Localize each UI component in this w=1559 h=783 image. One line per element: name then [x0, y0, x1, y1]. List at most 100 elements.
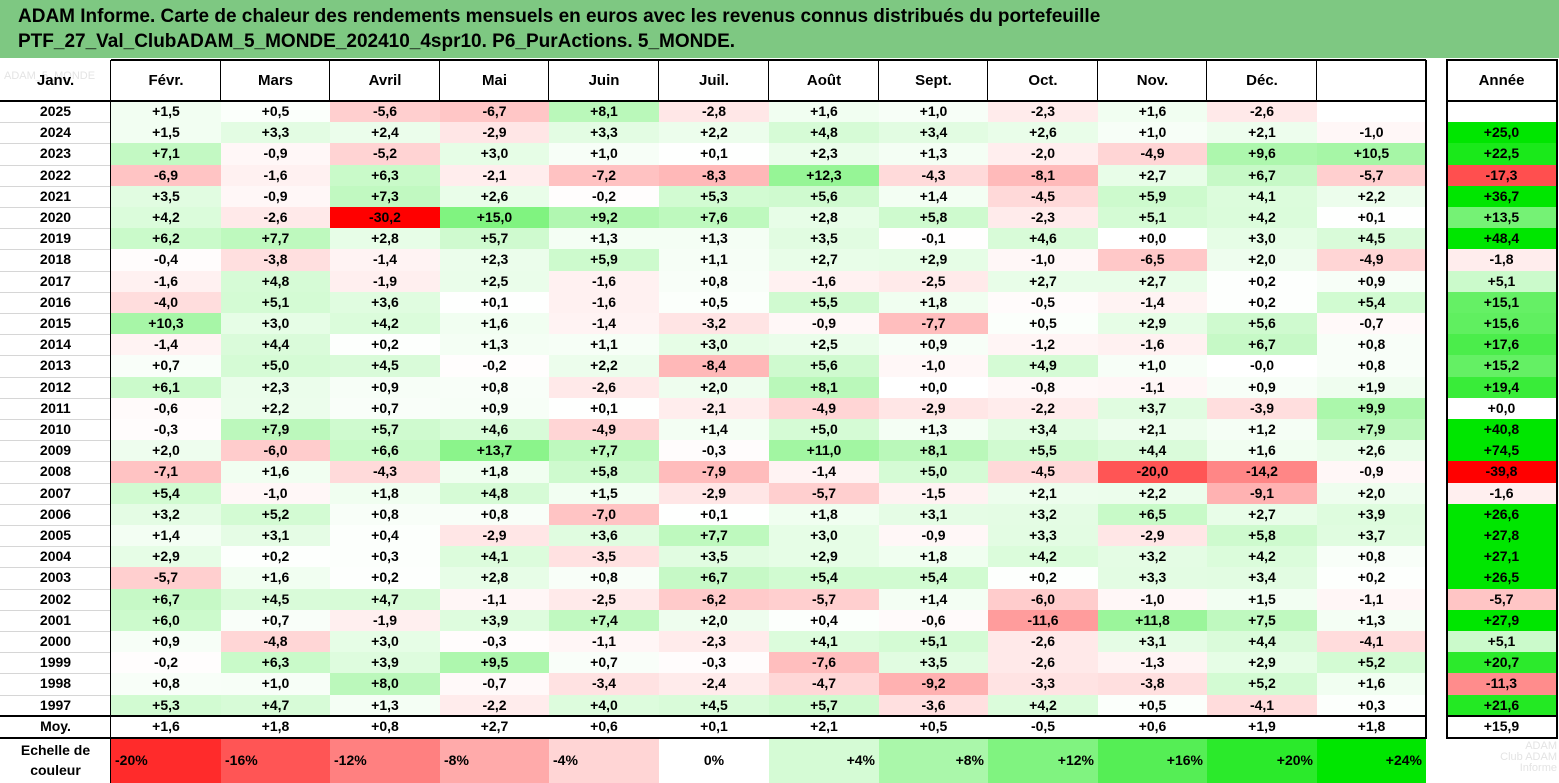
heatmap-cell: +1,6: [111, 715, 221, 737]
heatmap-cell: -1,2: [988, 334, 1098, 356]
grid-hline: [0, 714, 1427, 717]
row-year-label: Moy.: [40, 717, 71, 734]
heatmap-cell: -7,1: [111, 461, 221, 483]
heatmap-cell: +5,1: [879, 631, 988, 653]
heatmap-cell: +1,5: [1207, 588, 1317, 610]
heatmap-cell: +0,5: [988, 313, 1098, 335]
chart-title-line1: ADAM Informe. Carte de chaleur des rende…: [18, 6, 1101, 27]
heatmap-cell: +0,1: [549, 397, 659, 419]
row-year-label: 2001: [39, 611, 72, 628]
annual-cell: +27,8: [1447, 525, 1556, 547]
annual-cell: +74,5: [1447, 440, 1556, 462]
grid-vline: [1446, 60, 1448, 737]
heatmap-cell: +5,4: [769, 567, 879, 589]
heatmap-cell: +0,6: [1098, 715, 1207, 737]
heatmap-cell: +9,2: [549, 207, 659, 229]
row-gridline: [0, 673, 111, 675]
heatmap-cell: +0,2: [330, 334, 440, 356]
heatmap-cell: +7,9: [1317, 419, 1426, 441]
grid-vline: [987, 60, 988, 101]
heatmap-cell: +1,3: [879, 419, 988, 441]
heatmap-cell: [1317, 101, 1426, 123]
color-scale-step: +12%: [988, 739, 1098, 783]
heatmap-cell: +3,0: [221, 313, 330, 335]
heatmap-cell: +0,1: [440, 291, 549, 313]
heatmap-cell: -6,5: [1098, 249, 1207, 271]
heatmap-cell: -0,4: [111, 249, 221, 271]
row-gridline: [0, 228, 111, 230]
grid-vline: [329, 60, 330, 101]
heatmap-cell: +0,8: [111, 673, 221, 695]
heatmap-cell: -1,0: [221, 482, 330, 504]
heatmap-cell: -0,5: [988, 291, 1098, 313]
heatmap-cell: -0,3: [659, 652, 769, 674]
heatmap-cell: -5,2: [330, 143, 440, 165]
heatmap-cell: +0,7: [221, 609, 330, 631]
heatmap-cell: -1,6: [1098, 334, 1207, 356]
row-year-label: 2003: [39, 569, 72, 586]
annual-cell: +15,6: [1447, 313, 1556, 335]
column-header: Mars: [257, 72, 294, 89]
heatmap-cell: +4,7: [330, 588, 440, 610]
heatmap-cell: +5,0: [221, 355, 330, 377]
heatmap-cell: +7,5: [1207, 609, 1317, 631]
heatmap-cell: +1,0: [1098, 355, 1207, 377]
heatmap-cell: +2,6: [1317, 440, 1426, 462]
heatmap-cell: +1,3: [659, 228, 769, 250]
column-header: Janv.: [36, 72, 75, 89]
heatmap-cell: +5,9: [1098, 185, 1207, 207]
heatmap-cell: -4,0: [111, 291, 221, 313]
row-year-label: 2022: [39, 166, 72, 183]
heatmap-cell: +0,0: [1098, 228, 1207, 250]
heatmap-cell: -6,0: [988, 588, 1098, 610]
heatmap-cell: +3,5: [879, 652, 988, 674]
heatmap-cell: +2,6: [988, 122, 1098, 144]
row-gridline: [0, 609, 111, 611]
heatmap-cell: +3,3: [1098, 567, 1207, 589]
heatmap-cell: +0,1: [659, 503, 769, 525]
row-gridline: [0, 503, 111, 505]
heatmap-cell: -3,8: [221, 249, 330, 271]
heatmap-cell: -0,9: [221, 185, 330, 207]
color-scale-step: 0%: [659, 739, 769, 783]
heatmap-cell: +4,2: [330, 313, 440, 335]
heatmap-cell: +8,1: [879, 440, 988, 462]
grid-vline: [548, 60, 549, 101]
heatmap-cell: -1,0: [1317, 122, 1426, 144]
heatmap-cell: +4,8: [769, 122, 879, 144]
grid-hline: [1446, 59, 1558, 61]
heatmap-cell: +0,5: [659, 291, 769, 313]
heatmap-cell: +2,7: [1098, 164, 1207, 186]
row-year-label: 2011: [40, 399, 71, 416]
row-gridline: [0, 482, 111, 484]
heatmap-cell: -1,1: [440, 588, 549, 610]
heatmap-cell: +1,8: [221, 715, 330, 737]
heatmap-cell: +1,4: [111, 525, 221, 547]
heatmap-cell: -5,7: [1317, 164, 1426, 186]
row-year-label: 2013: [39, 357, 72, 374]
heatmap-cell: +6,5: [1098, 503, 1207, 525]
heatmap-cell: +6,7: [1207, 334, 1317, 356]
heatmap-cell: -0,9: [769, 313, 879, 335]
column-header: Nov.: [1136, 72, 1169, 89]
heatmap-cell: +2,0: [1317, 482, 1426, 504]
heatmap-cell: +5,6: [1207, 313, 1317, 335]
heatmap-cell: -2,4: [659, 673, 769, 695]
heatmap-cell: -3,3: [988, 673, 1098, 695]
row-year-label: 2008: [39, 463, 72, 480]
heatmap-cell: +5,5: [988, 440, 1098, 462]
heatmap-cell: -4,7: [769, 673, 879, 695]
heatmap-cell: +1,0: [549, 143, 659, 165]
heatmap-cell: +3,0: [1207, 228, 1317, 250]
heatmap-cell: +5,7: [769, 694, 879, 716]
heatmap-cell: +0,9: [111, 631, 221, 653]
heatmap-cell: -0,9: [1317, 461, 1426, 483]
color-scale-step: +20%: [1207, 739, 1317, 783]
heatmap-cell: +4,2: [1207, 207, 1317, 229]
heatmap-cell: +2,9: [1207, 652, 1317, 674]
heatmap-cell: +4,4: [221, 334, 330, 356]
heatmap-cell: +7,9: [221, 419, 330, 441]
heatmap-cell: -2,3: [988, 207, 1098, 229]
heatmap-cell: +10,3: [111, 313, 221, 335]
grid-vline: [439, 60, 440, 101]
